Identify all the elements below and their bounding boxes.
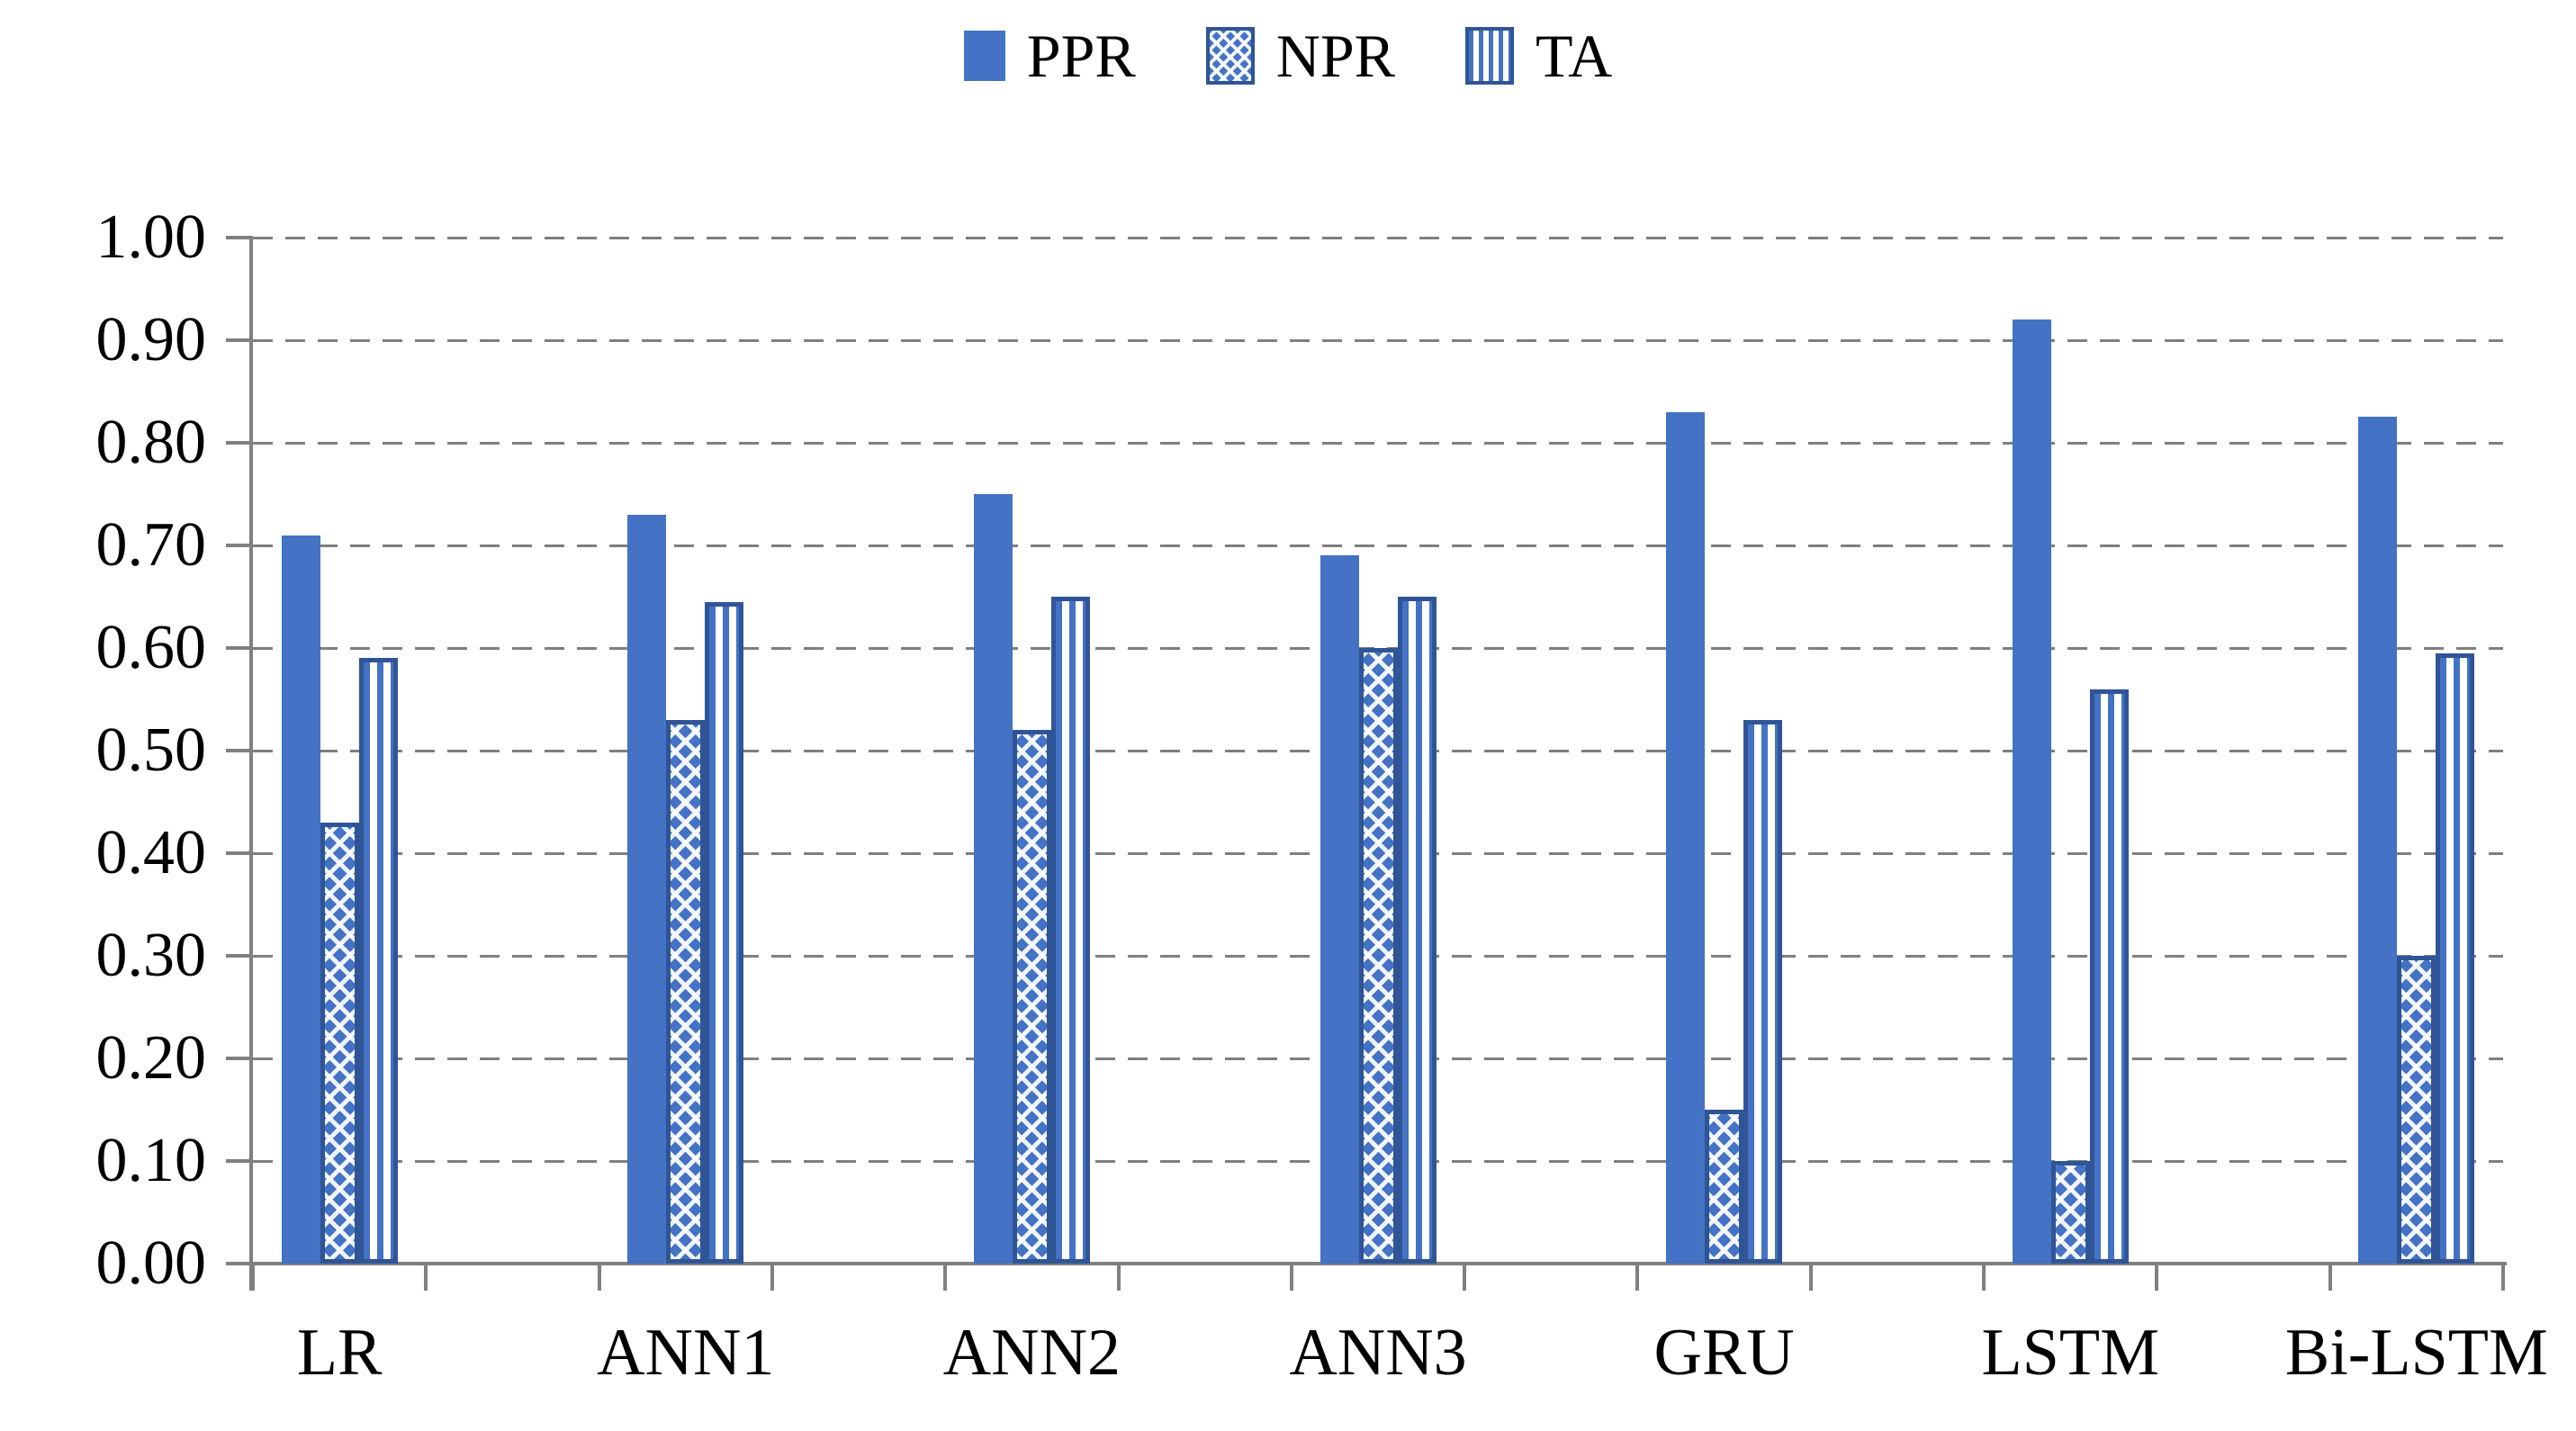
y-tick-label: 0.10 xyxy=(95,1126,207,1195)
bar-npr-gru xyxy=(1705,1110,1744,1264)
x-axis-tick xyxy=(770,1264,774,1291)
bar-ta-lstm xyxy=(2089,689,2129,1264)
x-axis-tick xyxy=(1463,1264,1467,1291)
x-category-label-ann2: ANN2 xyxy=(942,1316,1121,1390)
bar-ta-gru xyxy=(1743,720,1783,1264)
legend-label: TA xyxy=(1536,22,1613,90)
x-category-label-lr: LR xyxy=(296,1316,383,1390)
y-tick-label: 0.20 xyxy=(95,1023,207,1093)
bar-ppr-bi-lstm xyxy=(2358,417,2398,1264)
y-axis-tick xyxy=(226,441,249,445)
y-axis-tick xyxy=(226,338,249,342)
bar-ta-ann1 xyxy=(705,602,744,1264)
gridline xyxy=(253,339,2503,342)
y-tick-label: 0.50 xyxy=(95,716,207,785)
x-axis-tick xyxy=(2328,1264,2332,1291)
x-axis-tick xyxy=(2501,1264,2505,1291)
bar-npr-ann1 xyxy=(666,720,706,1264)
gridline xyxy=(253,544,2503,547)
x-axis-tick xyxy=(597,1264,601,1291)
x-axis xyxy=(249,1262,2507,1265)
x-axis-tick xyxy=(1635,1264,1640,1291)
y-tick-label: 0.30 xyxy=(95,921,207,990)
y-tick-label: 0.90 xyxy=(95,305,207,374)
bar-ppr-ann1 xyxy=(627,515,667,1264)
bar-npr-lstm xyxy=(2050,1161,2090,1264)
legend-item-npr: NPR xyxy=(1205,22,1396,90)
x-category-label-ann1: ANN1 xyxy=(597,1316,775,1390)
y-axis-tick xyxy=(226,954,249,958)
x-axis-tick xyxy=(1116,1264,1121,1291)
y-tick-label: 0.80 xyxy=(95,408,207,477)
y-axis-tick xyxy=(226,236,249,239)
gridline xyxy=(253,237,2503,239)
x-axis-tick xyxy=(424,1264,428,1291)
legend-swatch-npr-icon xyxy=(1205,27,1255,85)
y-axis-tick xyxy=(226,1057,249,1060)
legend-label: PPR xyxy=(1026,22,1136,90)
bar-ta-bi-lstm xyxy=(2436,653,2475,1264)
y-tick-label: 1.00 xyxy=(95,202,207,272)
bar-npr-ann2 xyxy=(1012,730,1051,1264)
bar-ppr-gru xyxy=(1666,412,1706,1264)
y-axis-tick xyxy=(226,1262,249,1265)
y-axis-tick xyxy=(226,749,249,752)
y-axis-tick xyxy=(226,1159,249,1163)
legend: PPR NPR TA xyxy=(0,25,2576,86)
y-axis-tick xyxy=(226,851,249,855)
legend-swatch-ppr-icon xyxy=(963,31,1005,81)
x-axis-tick xyxy=(2155,1264,2159,1291)
y-tick-label: 0.40 xyxy=(95,818,207,887)
plot-area: 0.00 0.10 0.20 0.30 0.40 0.50 0.60 0.70 0.80 0.90… xyxy=(96,206,2548,1387)
x-axis-tick xyxy=(943,1264,948,1291)
x-axis-tick xyxy=(1808,1264,1813,1291)
bar-ta-lr xyxy=(358,658,398,1264)
x-axis-tick xyxy=(251,1264,255,1291)
bar-ppr-lr xyxy=(281,536,320,1264)
legend-item-ppr: PPR xyxy=(963,22,1136,90)
x-category-label-lstm: LSTM xyxy=(1981,1316,2159,1390)
legend-item-ta: TA xyxy=(1465,25,1612,86)
y-axis xyxy=(249,236,253,1291)
legend-swatch-ta-icon xyxy=(1465,27,1515,85)
legend-label: NPR xyxy=(1275,22,1396,90)
bar-ppr-lstm xyxy=(2012,320,2051,1264)
bar-ta-ann2 xyxy=(1050,597,1090,1264)
bar-npr-bi-lstm xyxy=(2397,956,2436,1264)
y-tick-label: 0.60 xyxy=(95,613,207,682)
x-category-label-bi-lstm: Bi-LSTM xyxy=(2284,1316,2548,1390)
y-tick-label: 0.00 xyxy=(95,1228,207,1298)
x-category-label-gru: GRU xyxy=(1653,1316,1795,1390)
x-category-label-ann3: ANN3 xyxy=(1289,1316,1467,1390)
x-axis-tick xyxy=(1289,1264,1293,1291)
bar-npr-ann3 xyxy=(1358,648,1398,1264)
y-tick-label: 0.70 xyxy=(95,510,207,580)
gridline xyxy=(253,442,2503,445)
bar-ppr-ann2 xyxy=(973,494,1013,1264)
x-axis-tick xyxy=(1982,1264,1986,1291)
y-axis-tick xyxy=(226,544,249,547)
bar-ppr-ann3 xyxy=(1320,555,1359,1264)
bar-npr-lr xyxy=(320,823,359,1264)
bar-ta-ann3 xyxy=(1397,597,1437,1264)
y-axis-tick xyxy=(226,646,249,650)
